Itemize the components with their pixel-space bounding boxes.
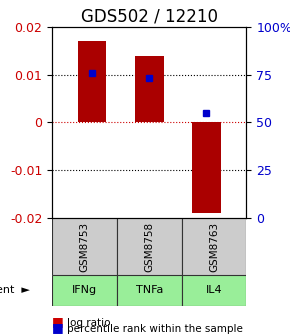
Text: agent  ►: agent ► xyxy=(0,286,30,295)
Bar xyxy=(192,122,221,213)
Text: GSM8753: GSM8753 xyxy=(79,221,90,271)
Text: TNFa: TNFa xyxy=(136,286,163,295)
FancyBboxPatch shape xyxy=(117,218,182,275)
Text: GSM8758: GSM8758 xyxy=(144,221,154,271)
Text: GSM8763: GSM8763 xyxy=(209,221,219,271)
Text: IL4: IL4 xyxy=(206,286,222,295)
Text: IFNg: IFNg xyxy=(72,286,97,295)
Bar xyxy=(135,55,164,122)
FancyBboxPatch shape xyxy=(182,218,246,275)
FancyBboxPatch shape xyxy=(117,275,182,306)
Bar xyxy=(78,41,106,122)
Text: percentile rank within the sample: percentile rank within the sample xyxy=(67,324,242,334)
FancyBboxPatch shape xyxy=(182,275,246,306)
Title: GDS502 / 12210: GDS502 / 12210 xyxy=(81,7,218,25)
FancyBboxPatch shape xyxy=(52,218,117,275)
Text: log ratio: log ratio xyxy=(67,318,110,328)
FancyBboxPatch shape xyxy=(52,275,117,306)
Text: ■: ■ xyxy=(52,321,64,334)
Text: ■: ■ xyxy=(52,314,64,328)
